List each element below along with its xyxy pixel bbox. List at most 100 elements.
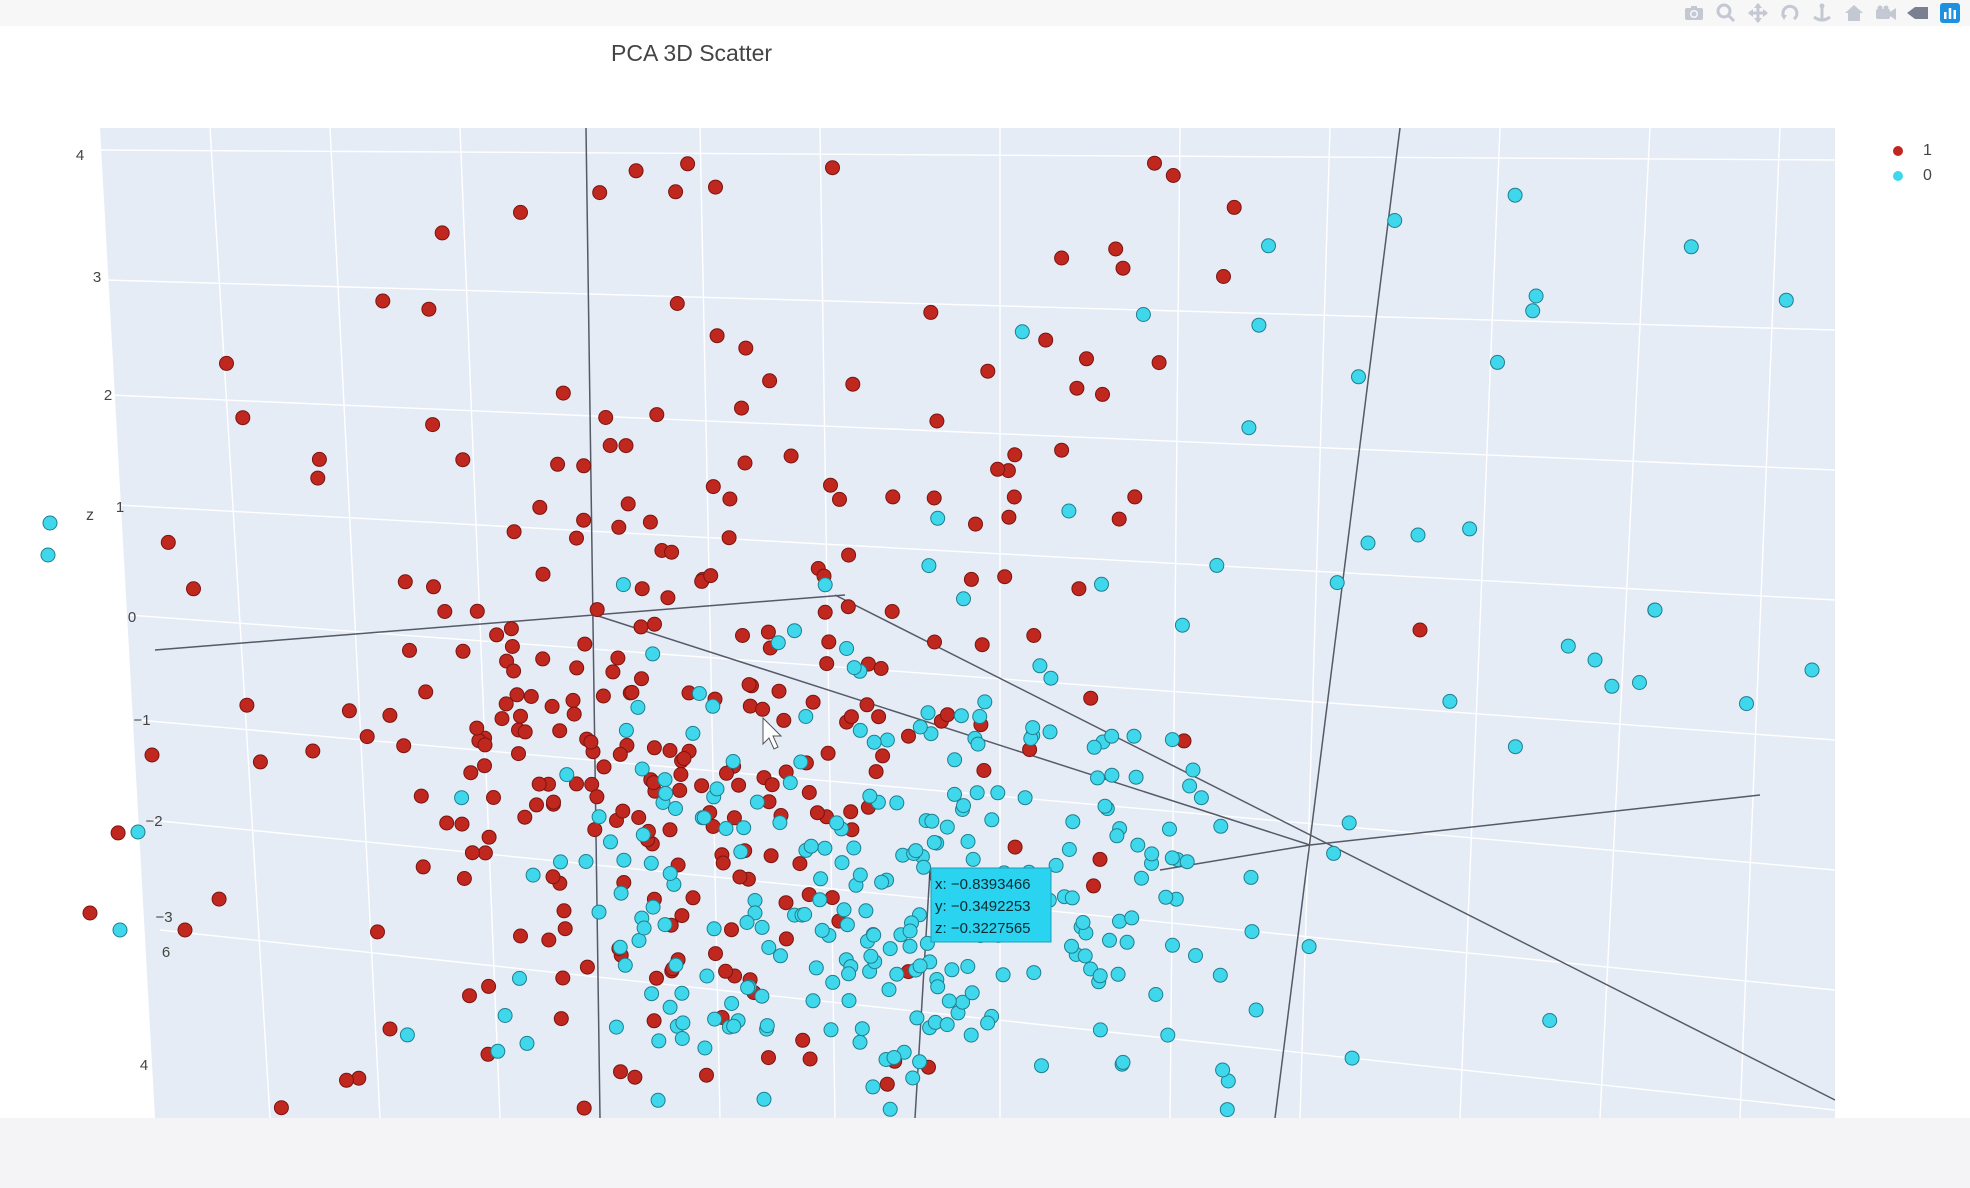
data-point-class-1[interactable] xyxy=(927,634,942,650)
data-point-class-1[interactable] xyxy=(868,764,884,780)
data-point-class-1[interactable] xyxy=(612,746,628,762)
data-point-class-0[interactable] xyxy=(920,705,936,721)
data-point-class-1[interactable] xyxy=(311,451,327,467)
data-point-class-0[interactable] xyxy=(1144,846,1160,862)
data-point-class-0[interactable] xyxy=(1025,720,1041,736)
data-point-class-0[interactable] xyxy=(1243,869,1259,885)
data-point-class-0[interactable] xyxy=(1219,1102,1235,1118)
data-point-class-1[interactable] xyxy=(718,963,734,979)
data-point-class-1[interactable] xyxy=(732,869,748,885)
data-point-class-0[interactable] xyxy=(658,785,674,801)
data-point-class-1[interactable] xyxy=(1071,581,1087,597)
data-point-class-0[interactable] xyxy=(977,694,993,710)
data-point-class-0[interactable] xyxy=(866,927,882,943)
data-point-class-0[interactable] xyxy=(40,547,56,563)
data-point-class-1[interactable] xyxy=(647,616,662,632)
data-point-class-0[interactable] xyxy=(930,979,946,995)
data-point-class-1[interactable] xyxy=(646,740,662,756)
data-point-class-0[interactable] xyxy=(608,1019,624,1035)
data-point-class-0[interactable] xyxy=(1251,317,1267,333)
data-point-class-1[interactable] xyxy=(809,805,825,821)
data-point-class-0[interactable] xyxy=(1587,652,1603,668)
data-point-class-1[interactable] xyxy=(764,777,780,793)
data-point-class-1[interactable] xyxy=(486,790,501,805)
data-point-class-0[interactable] xyxy=(803,838,819,854)
data-point-class-1[interactable] xyxy=(464,845,480,861)
data-point-class-1[interactable] xyxy=(669,296,685,311)
data-point-class-0[interactable] xyxy=(512,970,527,986)
data-point-class-1[interactable] xyxy=(672,782,688,798)
data-point-class-1[interactable] xyxy=(1007,839,1023,855)
data-point-class-1[interactable] xyxy=(980,363,996,379)
data-point-class-1[interactable] xyxy=(462,988,477,1004)
data-point-class-1[interactable] xyxy=(556,903,572,919)
data-point-class-0[interactable] xyxy=(1124,910,1140,926)
data-point-class-0[interactable] xyxy=(939,819,955,835)
data-point-class-1[interactable] xyxy=(418,684,434,700)
data-point-class-0[interactable] xyxy=(886,1050,902,1065)
data-point-class-0[interactable] xyxy=(926,835,942,850)
data-point-class-0[interactable] xyxy=(953,708,969,724)
data-point-class-0[interactable] xyxy=(1683,239,1699,255)
data-point-class-1[interactable] xyxy=(455,643,471,659)
data-point-class-0[interactable] xyxy=(825,974,841,990)
data-point-class-0[interactable] xyxy=(1507,739,1523,755)
data-point-class-0[interactable] xyxy=(1126,728,1142,744)
data-point-class-0[interactable] xyxy=(617,957,633,973)
data-point-class-0[interactable] xyxy=(630,699,646,715)
data-point-class-0[interactable] xyxy=(1135,307,1151,322)
data-point-class-1[interactable] xyxy=(110,825,126,841)
data-point-class-1[interactable] xyxy=(576,512,592,528)
data-point-class-0[interactable] xyxy=(980,1015,996,1031)
data-point-class-0[interactable] xyxy=(1075,915,1091,930)
data-point-class-0[interactable] xyxy=(553,854,568,870)
data-point-class-1[interactable] xyxy=(555,385,571,401)
data-point-class-0[interactable] xyxy=(1213,818,1229,834)
data-point-class-0[interactable] xyxy=(798,709,814,724)
data-point-class-0[interactable] xyxy=(696,810,712,826)
data-point-class-0[interactable] xyxy=(591,809,607,825)
data-point-class-0[interactable] xyxy=(960,834,976,849)
data-point-class-0[interactable] xyxy=(706,921,722,937)
data-point-class-0[interactable] xyxy=(965,851,981,867)
data-point-class-0[interactable] xyxy=(902,938,918,954)
data-point-class-0[interactable] xyxy=(852,867,868,883)
camera-icon[interactable] xyxy=(1682,2,1706,24)
data-point-class-1[interactable] xyxy=(824,890,840,906)
data-point-class-1[interactable] xyxy=(541,932,557,948)
data-point-class-0[interactable] xyxy=(905,1070,921,1086)
data-point-class-0[interactable] xyxy=(902,923,918,939)
data-point-class-0[interactable] xyxy=(1185,762,1201,778)
data-point-class-0[interactable] xyxy=(1528,288,1544,304)
data-point-class-1[interactable] xyxy=(498,696,514,712)
data-point-class-1[interactable] xyxy=(425,417,441,433)
data-point-class-1[interactable] xyxy=(721,530,737,546)
data-point-class-0[interactable] xyxy=(930,510,946,526)
data-point-class-1[interactable] xyxy=(1054,442,1070,458)
data-point-class-0[interactable] xyxy=(923,726,939,742)
data-point-class-0[interactable] xyxy=(1326,845,1342,861)
data-point-class-0[interactable] xyxy=(1301,939,1317,955)
data-point-class-1[interactable] xyxy=(699,1067,714,1083)
data-point-class-0[interactable] xyxy=(829,815,845,831)
data-point-class-1[interactable] xyxy=(545,869,561,885)
data-point-class-0[interactable] xyxy=(668,957,684,973)
data-point-class-1[interactable] xyxy=(589,602,605,618)
data-point-class-1[interactable] xyxy=(382,1021,398,1037)
data-point-class-1[interactable] xyxy=(517,809,533,825)
data-point-class-0[interactable] xyxy=(944,962,960,978)
data-point-class-0[interactable] xyxy=(1241,420,1257,436)
data-point-class-0[interactable] xyxy=(773,948,788,964)
data-point-class-0[interactable] xyxy=(963,1027,979,1043)
data-point-class-0[interactable] xyxy=(1134,870,1149,886)
data-point-class-1[interactable] xyxy=(477,737,493,753)
data-point-class-1[interactable] xyxy=(843,804,859,820)
data-point-class-0[interactable] xyxy=(1329,575,1345,591)
data-point-class-1[interactable] xyxy=(778,931,794,947)
data-point-class-0[interactable] xyxy=(1387,213,1403,228)
data-point-class-0[interactable] xyxy=(603,834,618,850)
data-point-class-0[interactable] xyxy=(808,960,824,976)
data-point-class-1[interactable] xyxy=(611,519,627,535)
data-point-class-0[interactable] xyxy=(912,719,928,735)
data-point-class-1[interactable] xyxy=(1092,851,1108,867)
